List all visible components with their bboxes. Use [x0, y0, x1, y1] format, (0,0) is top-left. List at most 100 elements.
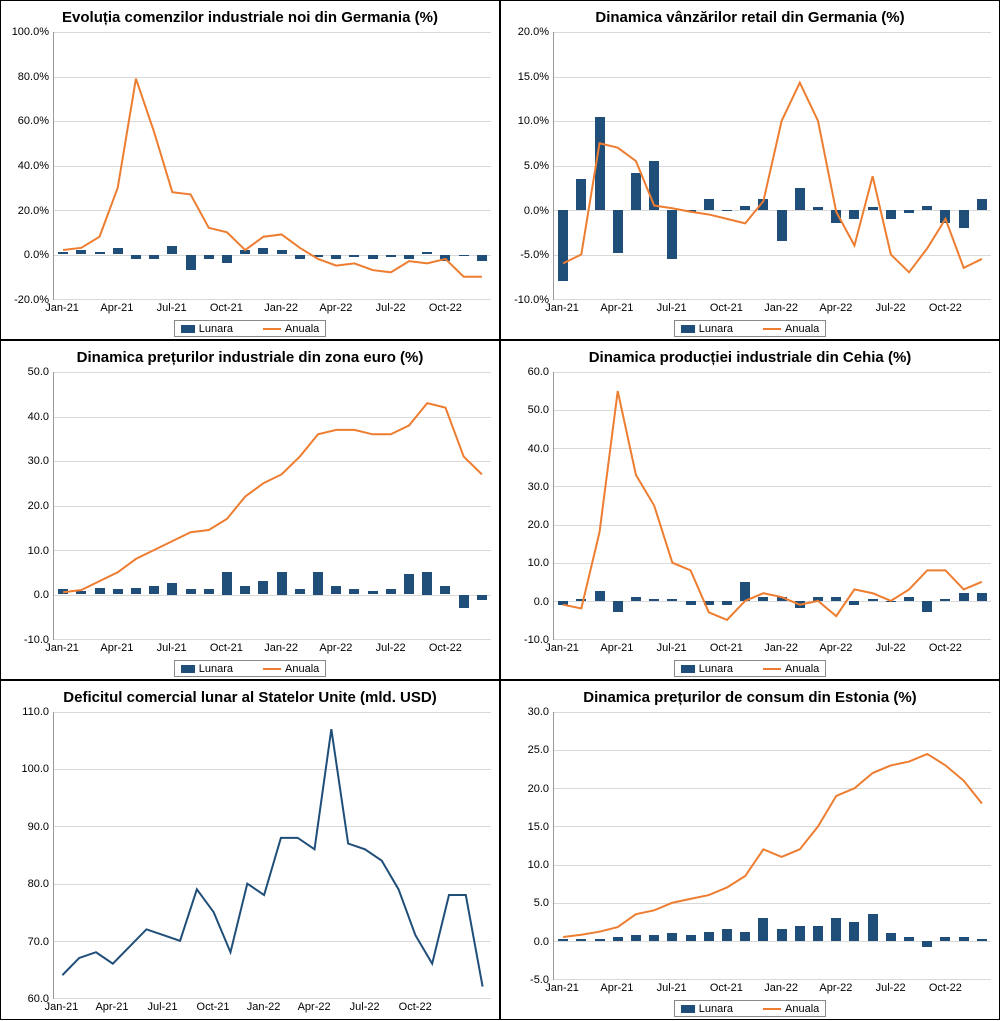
x-tick-label: Oct-22: [429, 302, 462, 314]
legend-item: Anuala: [757, 663, 825, 675]
plot-area: -10.00.010.020.030.040.050.060.0: [509, 372, 991, 640]
x-tick-label: Jan-21: [545, 302, 579, 314]
x-tick-label: Oct-22: [929, 302, 962, 314]
legend: Lunara Anuala: [674, 1000, 827, 1017]
y-tick-label: 50.0: [28, 366, 49, 378]
chart-title: Deficitul comercial lunar al Statelor Un…: [9, 687, 491, 712]
x-axis: Jan-21Apr-21Jul-21Oct-21Jan-22Apr-22Jul-…: [53, 300, 491, 318]
x-tick-label: Jul-22: [876, 982, 906, 994]
y-tick-label: 90.0: [28, 821, 49, 833]
x-tick-label: Oct-22: [929, 642, 962, 654]
y-axis: -10.0%-5.0%0.0%5.0%10.0%15.0%20.0%: [509, 32, 553, 300]
chart-panel: Deficitul comercial lunar al Statelor Un…: [0, 680, 500, 1020]
line-series: [554, 32, 991, 299]
legend-label: Lunara: [699, 1003, 733, 1015]
legend-label: Anuala: [785, 663, 819, 675]
y-axis: -20.0%0.0%20.0%40.0%60.0%80.0%100.0%: [9, 32, 53, 300]
chart-panel: Dinamica prețurilor industriale din zona…: [0, 340, 500, 680]
x-tick-label: Jul-22: [350, 1001, 380, 1013]
x-tick-label: Apr-21: [95, 1001, 128, 1013]
legend-label: Anuala: [785, 1003, 819, 1015]
x-tick-label: Oct-21: [197, 1001, 230, 1013]
legend-swatch-bar: [681, 325, 695, 333]
y-tick-label: 15.0: [528, 821, 549, 833]
x-tick-label: Oct-21: [710, 642, 743, 654]
chart-panel: Evoluția comenzilor industriale noi din …: [0, 0, 500, 340]
legend-label: Anuala: [285, 663, 319, 675]
legend-swatch-line: [263, 328, 281, 330]
y-tick-label: 30.0: [528, 706, 549, 718]
y-tick-label: 20.0%: [18, 205, 49, 217]
legend-swatch-line: [763, 668, 781, 670]
x-tick-label: Apr-21: [600, 982, 633, 994]
y-tick-label: 40.0: [28, 411, 49, 423]
legend-item: Lunara: [675, 1003, 739, 1015]
y-tick-label: 20.0: [528, 519, 549, 531]
x-tick-label: Jul-21: [657, 982, 687, 994]
x-tick-label: Apr-22: [819, 982, 852, 994]
y-tick-label: -20.0%: [14, 294, 49, 306]
plot-area: -5.00.05.010.015.020.025.030.0: [509, 712, 991, 980]
x-tick-label: Jan-21: [45, 1001, 79, 1013]
x-tick-label: Jul-22: [876, 302, 906, 314]
x-tick-label: Jan-22: [264, 302, 298, 314]
x-tick-label: Apr-22: [819, 642, 852, 654]
y-tick-label: 70.0: [28, 936, 49, 948]
legend-item: Lunara: [175, 323, 239, 335]
y-tick-label: 0.0: [34, 589, 49, 601]
chart-panel: Dinamica prețurilor de consum din Estoni…: [500, 680, 1000, 1020]
x-tick-label: Jul-22: [876, 642, 906, 654]
x-tick-label: Jan-22: [764, 302, 798, 314]
chart-title: Dinamica prețurilor industriale din zona…: [9, 347, 491, 372]
x-tick-label: Apr-21: [600, 302, 633, 314]
y-tick-label: 10.0%: [518, 115, 549, 127]
y-axis: 60.070.080.090.0100.0110.0: [9, 712, 53, 999]
legend-swatch-line: [763, 328, 781, 330]
plot-area: -20.0%0.0%20.0%40.0%60.0%80.0%100.0%: [9, 32, 491, 300]
y-tick-label: 80.0: [28, 878, 49, 890]
legend-swatch-line: [763, 1008, 781, 1010]
y-axis: -5.00.05.010.015.020.025.030.0: [509, 712, 553, 980]
x-tick-label: Jul-21: [657, 642, 687, 654]
y-axis: -10.00.010.020.030.040.050.060.0: [509, 372, 553, 640]
chart-title: Dinamica producției industriale din Cehi…: [509, 347, 991, 372]
y-axis: -10.00.010.020.030.040.050.0: [9, 372, 53, 640]
legend-label: Lunara: [699, 663, 733, 675]
x-tick-label: Apr-21: [600, 642, 633, 654]
y-tick-label: 80.0%: [18, 71, 49, 83]
x-tick-label: Oct-22: [929, 982, 962, 994]
x-tick-label: Jan-21: [545, 642, 579, 654]
y-tick-label: 30.0: [528, 481, 549, 493]
legend-swatch-line: [263, 668, 281, 670]
x-tick-label: Oct-21: [710, 302, 743, 314]
legend: Lunara Anuala: [674, 660, 827, 677]
y-tick-label: 10.0: [528, 859, 549, 871]
x-tick-label: Jan-22: [264, 642, 298, 654]
legend-item: Anuala: [757, 1003, 825, 1015]
legend-swatch-bar: [681, 1005, 695, 1013]
legend-swatch-bar: [681, 665, 695, 673]
x-tick-label: Oct-21: [210, 642, 243, 654]
y-tick-label: 0.0: [534, 596, 549, 608]
legend-label: Lunara: [199, 323, 233, 335]
y-tick-label: 110.0: [22, 706, 49, 718]
x-tick-label: Jul-21: [148, 1001, 178, 1013]
legend: Lunara Anuala: [174, 320, 327, 337]
legend-swatch-bar: [181, 665, 195, 673]
chart-panel: Dinamica vânzărilor retail din Germania …: [500, 0, 1000, 340]
y-tick-label: 0.0%: [524, 205, 549, 217]
chart-title: Dinamica vânzărilor retail din Germania …: [509, 7, 991, 32]
x-tick-label: Apr-22: [319, 302, 352, 314]
line-series: [54, 712, 491, 998]
y-tick-label: 0.0: [534, 936, 549, 948]
line-series: [54, 32, 491, 299]
x-axis: Jan-21Apr-21Jul-21Oct-21Jan-22Apr-22Jul-…: [53, 999, 491, 1017]
legend: LunaraAnuala: [674, 320, 827, 337]
legend-label: Anuala: [285, 323, 319, 335]
y-tick-label: 60.0%: [18, 115, 49, 127]
y-tick-label: 60.0: [528, 366, 549, 378]
y-tick-label: 40.0%: [18, 160, 49, 172]
y-tick-label: 20.0: [528, 783, 549, 795]
y-tick-label: 15.0%: [518, 71, 549, 83]
legend-item: Anuala: [757, 323, 825, 335]
